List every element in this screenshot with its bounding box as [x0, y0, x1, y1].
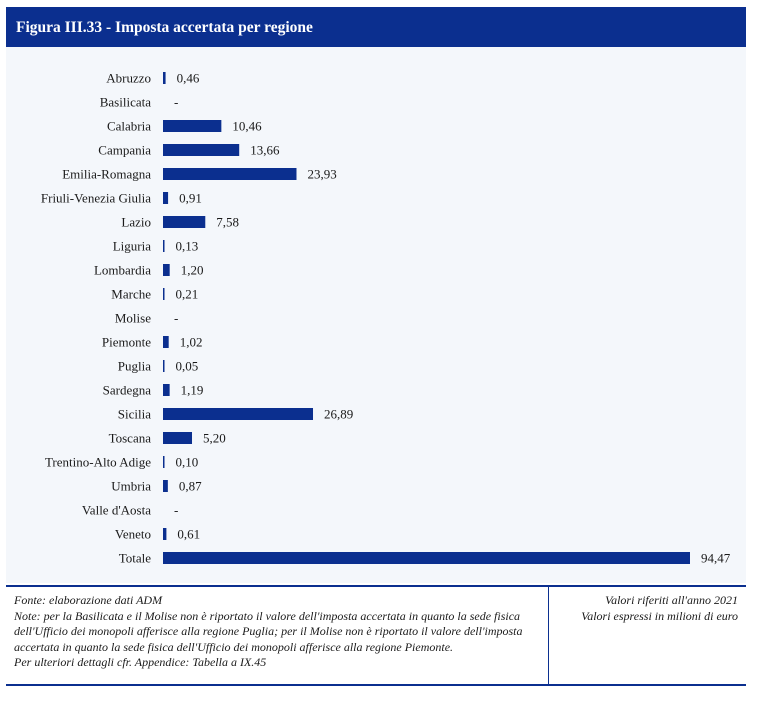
bar: [163, 336, 169, 348]
horizontal-bar-chart: Abruzzo 0,46 Basilicata - Calabria 10,46 Campa…: [41, 71, 731, 566]
bar: [163, 432, 193, 444]
chart-panel: Abruzzo 0,46 Basilicata - Calabria 10,46 Campa…: [6, 47, 746, 583]
value-label: 13,66: [250, 143, 280, 158]
bar: [163, 72, 166, 84]
value-label: 0,10: [176, 455, 199, 470]
bar: [163, 144, 240, 156]
category-label: Lazio: [121, 215, 151, 230]
bar: [163, 120, 222, 132]
category-label: Molise: [115, 311, 151, 326]
footer-info: Valori riferiti all'anno 2021 Valori esp…: [552, 593, 738, 624]
category-label: Marche: [111, 287, 151, 302]
category-label: Basilicata: [100, 95, 151, 110]
footer-bottom-rule: [6, 684, 746, 686]
category-label: Umbria: [111, 479, 151, 494]
value-label: 0,61: [177, 527, 200, 542]
category-label: Sicilia: [118, 407, 151, 422]
unit-note: Valori espressi in milioni di euro: [581, 608, 738, 623]
value-label: 7,58: [216, 215, 239, 230]
note-line-2: dell'Ufficio dei monopoli afferisce alla…: [14, 624, 523, 638]
value-label: 1,20: [181, 263, 204, 278]
value-label: 0,87: [179, 479, 202, 494]
value-label: 0,46: [177, 71, 200, 86]
note-line-1: Note: per la Basilicata e il Molise non …: [14, 608, 521, 623]
bar: [163, 480, 168, 492]
category-label: Totale: [119, 551, 152, 566]
note-line-3: accertata in quanto la sede fisica dell'…: [14, 639, 454, 654]
footer-divider: [548, 587, 549, 684]
value-label: -: [174, 95, 178, 110]
bar: [163, 240, 165, 252]
category-label: Emilia-Romagna: [62, 167, 151, 182]
category-label: Campania: [98, 143, 151, 158]
bar: [163, 360, 165, 372]
bar: [163, 264, 170, 276]
value-label: 0,91: [179, 191, 202, 206]
bar: [163, 408, 314, 420]
category-label: Piemonte: [102, 335, 151, 350]
value-label: 0,21: [176, 287, 199, 302]
value-label: -: [174, 311, 178, 326]
value-label: 26,89: [324, 407, 353, 422]
value-label: 10,46: [232, 119, 262, 134]
bar: [163, 384, 170, 396]
bar: [163, 456, 165, 468]
details-note: Per ulteriori dettagli cfr. Appendice: T…: [14, 655, 267, 669]
figure-title: Figura III.33 - Imposta accertata per re…: [6, 7, 746, 47]
bar: [163, 192, 169, 204]
category-label: Toscana: [109, 431, 152, 446]
value-label: 94,47: [701, 551, 731, 566]
year-note: Valori riferiti all'anno 2021: [605, 593, 738, 607]
category-label: Sardegna: [103, 383, 152, 398]
bar: [163, 216, 206, 228]
bar: [163, 288, 165, 300]
value-label: -: [174, 503, 178, 518]
value-label: 0,05: [176, 359, 199, 374]
footer-top-rule: [6, 585, 746, 587]
value-label: 23,93: [307, 167, 336, 182]
value-label: 1,02: [180, 335, 203, 350]
bar: [163, 168, 297, 180]
category-label: Veneto: [115, 527, 151, 542]
value-label: 0,13: [176, 239, 199, 254]
category-label: Trentino-Alto Adige: [45, 455, 151, 470]
bar: [163, 528, 167, 540]
footer-notes: Fonte: elaborazione dati ADM Note: per l…: [14, 593, 542, 671]
category-label: Calabria: [107, 119, 151, 134]
category-label: Puglia: [118, 359, 151, 374]
value-label: 5,20: [203, 431, 226, 446]
category-label: Lombardia: [94, 263, 151, 278]
category-label: Liguria: [113, 239, 151, 254]
source-note: Fonte: elaborazione dati ADM: [14, 593, 163, 607]
category-label: Valle d'Aosta: [82, 503, 151, 518]
value-label: 1,19: [181, 383, 204, 398]
category-label: Abruzzo: [106, 71, 151, 86]
bar: [163, 552, 690, 564]
category-label: Friuli-Venezia Giulia: [41, 191, 151, 206]
